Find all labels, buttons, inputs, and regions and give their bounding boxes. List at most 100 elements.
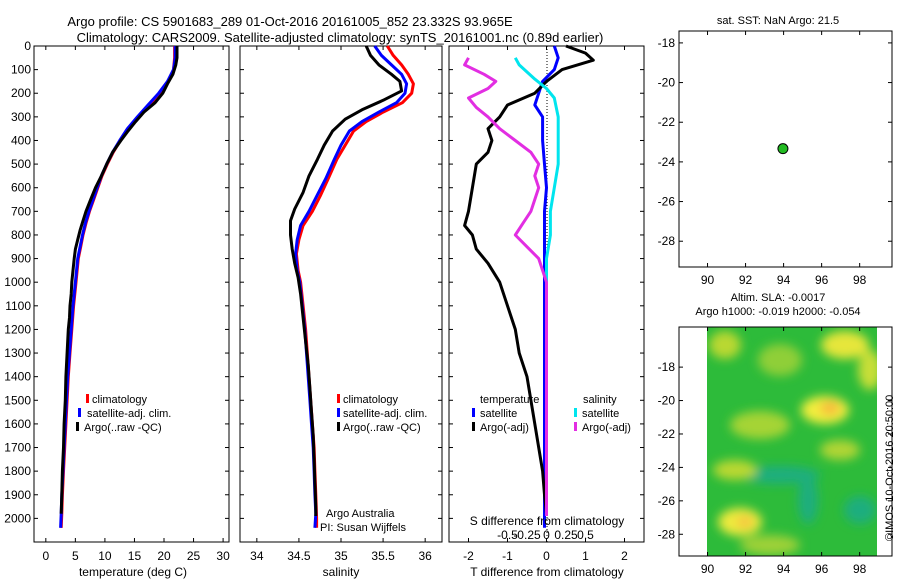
xtick-label: 34.5 xyxy=(287,549,311,563)
depth-tick-label: 1600 xyxy=(4,417,31,431)
legend-title-salinity: salinity xyxy=(583,394,617,406)
location-panel: sat. SST: NaN Argo: 21.5 90 92 94 96 98 -18 -2… xyxy=(658,15,893,287)
salinity-legend: climatology satellite-adj. clim. Argo(..… xyxy=(337,394,427,434)
longitude-tick-label: 90 xyxy=(701,562,715,576)
xtick-label: 0 xyxy=(543,549,550,563)
xtick-label: 15 xyxy=(128,549,142,563)
series-line xyxy=(513,57,560,516)
legend-label-climatology: climatology xyxy=(92,394,148,406)
legend-label-satellite: satellite-adj. clim. xyxy=(343,408,427,420)
sst-title: sat. SST: NaN Argo: 21.5 xyxy=(717,15,839,27)
legend-label-salinity-satellite: satellite xyxy=(582,408,619,420)
legend-label-satellite: satellite-adj. clim. xyxy=(87,408,171,420)
salinity-diff-tick-label: 0 xyxy=(543,528,550,542)
legend-swatch-temperature-argo xyxy=(472,422,475,431)
salinity-diff-tick-label: 0.25 xyxy=(554,528,578,542)
depth-tick-label: 900 xyxy=(11,252,31,266)
figure-subtitle: Climatology: CARS2009. Satellite-adjuste… xyxy=(77,30,604,45)
xtick-label: 2 xyxy=(621,549,628,563)
legend-swatch-climatology xyxy=(86,394,89,403)
latitude-tick-label: -22 xyxy=(658,115,676,129)
latitude-tick-label: -24 xyxy=(658,460,676,474)
legend-label-argo: Argo(..raw -QC) xyxy=(84,422,162,434)
sla-title-line2: Argo h1000: -0.019 h2000: -0.054 xyxy=(695,306,860,318)
legend-swatch-climatology xyxy=(337,394,340,403)
longitude-tick-label: 94 xyxy=(777,562,791,576)
xtick-label: 34 xyxy=(250,549,264,563)
xtick-label: 20 xyxy=(157,549,171,563)
latitude-tick-label: -26 xyxy=(658,494,676,508)
legend-title-temperature: temperature xyxy=(480,394,539,406)
figure-title: Argo profile: CS 5901683_289 01-Oct-2016… xyxy=(67,14,513,29)
latitude-tick-label: -18 xyxy=(658,360,676,374)
depth-tick-label: 1200 xyxy=(4,322,31,336)
depth-tick-label: 600 xyxy=(11,181,31,195)
salinity-panel: 34 34.5 35 35.5 36 climatology satellite-adj… xyxy=(239,45,443,579)
longitude-tick-label: 98 xyxy=(853,562,867,576)
longitude-tick-label: 96 xyxy=(815,562,829,576)
depth-tick-label: 1900 xyxy=(4,488,31,502)
depth-tick-label: 1500 xyxy=(4,393,31,407)
latitude-tick-label: -28 xyxy=(658,234,676,248)
xtick-label: 0 xyxy=(42,549,49,563)
legend-swatch-satellite xyxy=(337,408,340,417)
latitude-tick-label: -28 xyxy=(658,527,676,541)
series-line xyxy=(533,45,560,528)
series-line xyxy=(294,45,409,528)
legend-swatch-argo xyxy=(76,422,79,431)
longitude-tick-label: 90 xyxy=(701,273,715,287)
legend-label-argo: Argo(..raw -QC) xyxy=(343,422,421,434)
legend-label-salinity-argo: Argo(-adj) xyxy=(582,422,631,434)
latitude-tick-label: -22 xyxy=(658,427,676,441)
argo-float-location-point xyxy=(777,143,789,155)
salinity-difference-label: S difference from climatology xyxy=(470,514,625,528)
depth-tick-label: 700 xyxy=(11,204,31,218)
depth-tick-label: 1100 xyxy=(5,299,31,313)
depth-tick-label: 0 xyxy=(24,39,31,53)
depth-tick-label: 200 xyxy=(11,86,31,100)
xtick-label: 10 xyxy=(98,549,112,563)
difference-panel: -2 -1 0 1 2 -0.5-0.25 0 0.25 0.5 temperature sal… xyxy=(448,44,645,579)
latitude-tick-label: -20 xyxy=(658,394,676,408)
salinity-xlabel: salinity xyxy=(323,565,360,579)
depth-tick-label: 800 xyxy=(11,228,31,242)
latitude-tick-label: -24 xyxy=(658,155,676,169)
xtick-label: 30 xyxy=(216,549,230,563)
legend-swatch-argo xyxy=(337,422,340,431)
xtick-label: 35 xyxy=(334,549,348,563)
depth-tick-label: 400 xyxy=(11,133,31,147)
imos-credit-label: ©IMOS 10-Oct-2016 20:50:00 xyxy=(884,395,896,541)
legend-swatch-salinity-argo xyxy=(574,422,577,431)
depth-tick-label: 1700 xyxy=(4,441,31,455)
depth-tick-label: 2000 xyxy=(4,511,31,525)
salinity-diff-tick-label: -0.5 xyxy=(497,528,518,542)
depth-tick-label: 300 xyxy=(11,110,31,124)
legend-swatch-temperature-satellite xyxy=(472,408,475,417)
depth-tick-label: 500 xyxy=(11,157,31,171)
sla-axes xyxy=(678,326,893,557)
sla-title-line1: Altim. SLA: -0.0017 xyxy=(731,292,826,304)
legend-label-temperature-satellite: satellite xyxy=(480,408,517,420)
series-line xyxy=(59,46,177,528)
series-line xyxy=(59,46,179,514)
series-line xyxy=(463,44,595,514)
legend-swatch-salinity-satellite xyxy=(574,408,577,417)
longitude-tick-label: 94 xyxy=(777,273,791,287)
xtick-label: -2 xyxy=(463,549,474,563)
xtick-label: 36 xyxy=(418,549,432,563)
legend-label-temperature-argo: Argo(-adj) xyxy=(480,422,529,434)
longitude-tick-label: 92 xyxy=(739,273,753,287)
legend-swatch-satellite xyxy=(78,408,81,417)
salinity-diff-tick-label: 0.5 xyxy=(577,528,594,542)
depth-tick-label: 100 xyxy=(11,63,31,77)
difference-legend: temperature salinity satellite Argo(-adj… xyxy=(472,394,631,434)
depth-tick-label: 1400 xyxy=(4,370,31,384)
location-axes xyxy=(678,30,893,268)
latitude-tick-label: -18 xyxy=(658,36,676,50)
sla-panel: Altim. SLA: -0.0017 Argo h1000: -0.019 h… xyxy=(658,292,896,576)
longitude-tick-label: 98 xyxy=(853,273,867,287)
series-line xyxy=(463,57,548,516)
xtick-label: -1 xyxy=(502,549,513,563)
xtick-label: 25 xyxy=(187,549,201,563)
argo-program-label: Argo Australia xyxy=(326,508,395,520)
